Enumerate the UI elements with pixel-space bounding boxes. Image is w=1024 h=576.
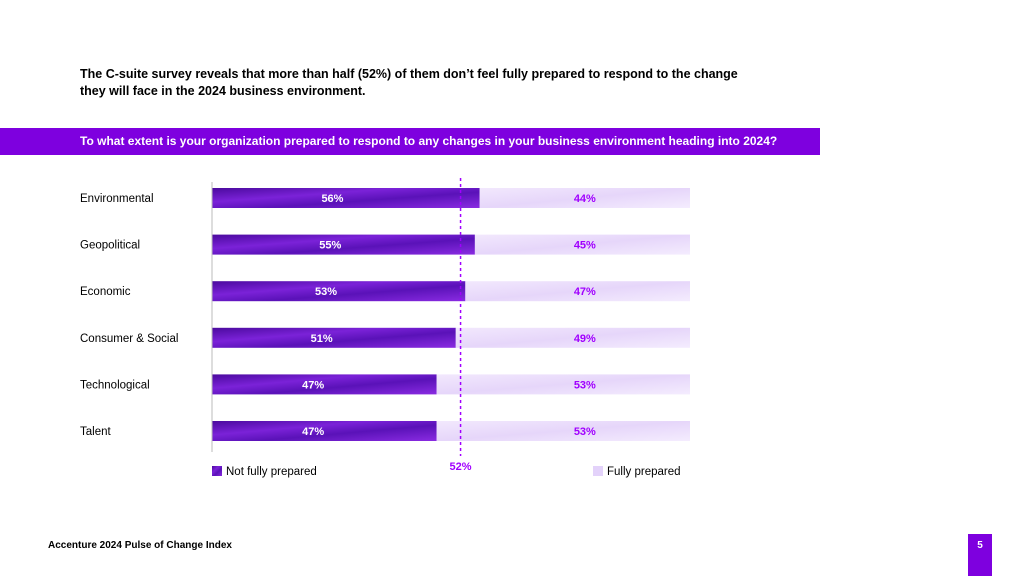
- data-label-fully-prepared: 47%: [574, 286, 596, 298]
- legend-not-fully-prepared-swatch: [212, 466, 222, 476]
- data-label-not-fully-prepared: 47%: [302, 426, 324, 438]
- bar-fully-prepared: [455, 327, 690, 348]
- footer-source: Accenture 2024 Pulse of Change Index: [48, 540, 232, 551]
- data-label-not-fully-prepared: 53%: [315, 286, 337, 298]
- legend-fully-prepared-label: Fully prepared: [607, 466, 681, 478]
- bar-not-fully-prepared: [212, 281, 466, 302]
- bar-not-fully-prepared: [212, 421, 437, 441]
- data-label-fully-prepared: 45%: [574, 240, 596, 252]
- page-number: 5: [968, 534, 992, 576]
- bar-not-fully-prepared: [212, 234, 475, 255]
- reference-line-label: 52%: [450, 461, 472, 473]
- bar-fully-prepared: [436, 421, 690, 441]
- legend-fully-prepared-swatch: [593, 466, 603, 476]
- category-label: Consumer & Social: [80, 333, 178, 345]
- data-label-fully-prepared: 49%: [574, 333, 596, 345]
- bar-fully-prepared: [465, 281, 690, 302]
- category-label: Environmental: [80, 193, 154, 205]
- data-label-not-fully-prepared: 55%: [319, 240, 341, 252]
- bar-not-fully-prepared: [212, 188, 480, 208]
- bar-not-fully-prepared: [212, 374, 437, 395]
- bar-not-fully-prepared: [212, 327, 456, 348]
- question-banner: To what extent is your organization prep…: [0, 128, 820, 155]
- legend-not-fully-prepared-label: Not fully prepared: [226, 466, 317, 478]
- stacked-bar-chart: Environmental 56% 44% Geopolitical 55% 45% Eco…: [80, 178, 690, 478]
- category-label: Talent: [80, 426, 111, 438]
- data-label-not-fully-prepared: 51%: [311, 333, 333, 345]
- bar-fully-prepared: [479, 188, 690, 208]
- data-label-not-fully-prepared: 47%: [302, 379, 324, 391]
- category-label: Technological: [80, 379, 150, 391]
- data-label-fully-prepared: 53%: [574, 379, 596, 391]
- headline: The C-suite survey reveals that more tha…: [80, 67, 738, 98]
- category-label: Geopolitical: [80, 240, 140, 252]
- bar-fully-prepared: [474, 234, 690, 255]
- category-label: Economic: [80, 286, 131, 298]
- data-label-not-fully-prepared: 56%: [321, 193, 343, 205]
- data-label-fully-prepared: 44%: [574, 193, 596, 205]
- bar-fully-prepared: [436, 374, 690, 395]
- data-label-fully-prepared: 53%: [574, 426, 596, 438]
